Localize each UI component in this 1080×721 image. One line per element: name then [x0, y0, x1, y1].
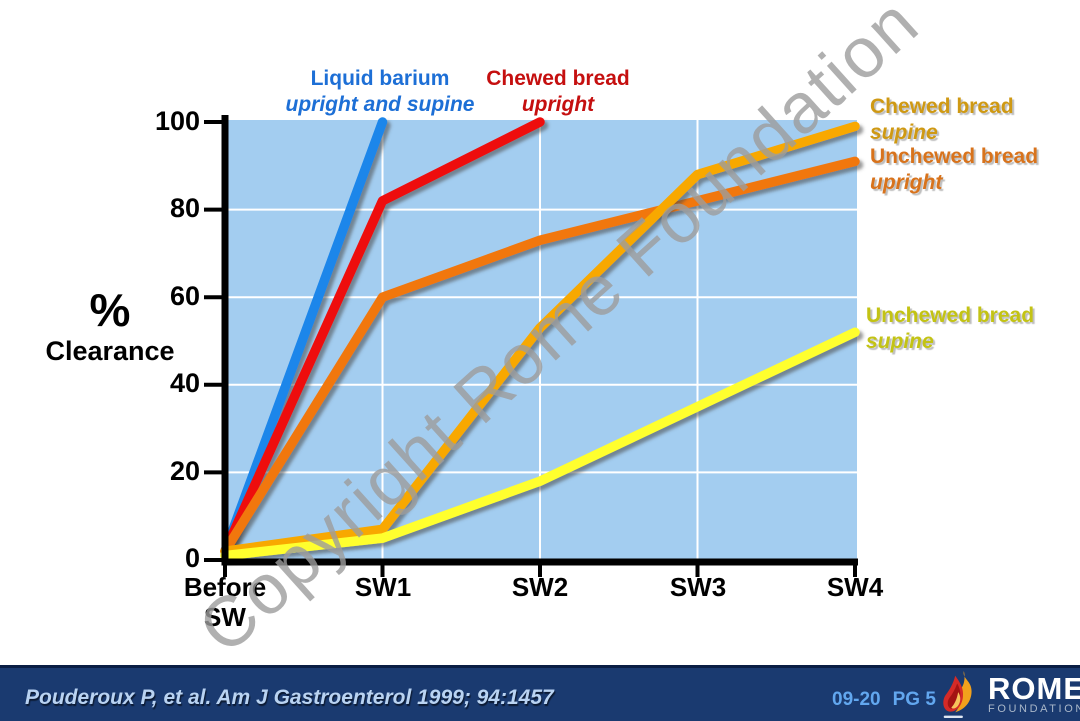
slide-page-number: PG 5 [892, 689, 936, 710]
x-tick-sw4: SW4 [826, 572, 884, 602]
data-lines [220, 117, 860, 561]
label-unchewed-supine-style: supine [866, 330, 934, 353]
axes [204, 115, 858, 577]
flame-icon [943, 670, 972, 718]
label-liquid-barium-style: upright and supine [285, 93, 475, 116]
y-axis-title-clearance: Clearance [45, 336, 175, 366]
y-tick-60: 60 [169, 281, 200, 311]
label-unchewed-upright-style: upright [870, 171, 943, 194]
label-unchewed-upright-name: Unchewed bread [870, 145, 1039, 168]
x-tick-before-sw: Before SW [145, 572, 305, 632]
plot-area-background [228, 120, 857, 560]
label-chewed-supine-name: Chewed bread [870, 95, 1014, 118]
label-liquid-barium-name: Liquid barium [310, 67, 450, 90]
label-chewed-upright-style: upright [521, 93, 595, 116]
y-tick-20: 20 [169, 456, 200, 486]
rome-foundation-logo: ROME FOUNDATION [938, 670, 1080, 720]
logo-rome-text: ROME [988, 671, 1080, 706]
slide-code: 09-20 [832, 689, 881, 710]
label-chewed-upright: Chewed bread upright [458, 66, 658, 118]
label-unchewed-supine: Unchewed bread supine [866, 303, 1076, 355]
citation-text: Pouderoux P, et al. Am J Gastroenterol 1… [25, 686, 554, 709]
y-tick-0: 0 [184, 543, 200, 573]
y-axis-title-percent: % [89, 284, 131, 336]
x-tick-before-line2: SW [204, 602, 246, 632]
y-tick-40: 40 [169, 368, 200, 398]
x-tick-before-line1: Before [183, 572, 267, 602]
label-unchewed-supine-name: Unchewed bread [866, 304, 1035, 327]
logo-foundation-text: FOUNDATION [988, 703, 1080, 715]
label-liquid-barium: Liquid barium upright and supine [240, 66, 520, 118]
slide-page-reference: 09-20 PG 5 [832, 689, 936, 711]
x-tick-sw1: SW1 [354, 572, 412, 602]
label-chewed-supine: Chewed bread supine [870, 94, 1070, 146]
y-tick-100: 100 [154, 106, 200, 136]
x-tick-sw3: SW3 [669, 572, 727, 602]
y-tick-80: 80 [169, 193, 200, 223]
x-tick-sw2: SW2 [511, 572, 569, 602]
label-chewed-supine-style: supine [870, 121, 938, 144]
logo-wordmark: ROME FOUNDATION [988, 671, 1080, 715]
footer-bar: Pouderoux P, et al. Am J Gastroenterol 1… [0, 665, 1080, 721]
label-chewed-upright-name: Chewed bread [486, 67, 630, 90]
label-unchewed-upright: Unchewed bread upright [870, 144, 1080, 196]
